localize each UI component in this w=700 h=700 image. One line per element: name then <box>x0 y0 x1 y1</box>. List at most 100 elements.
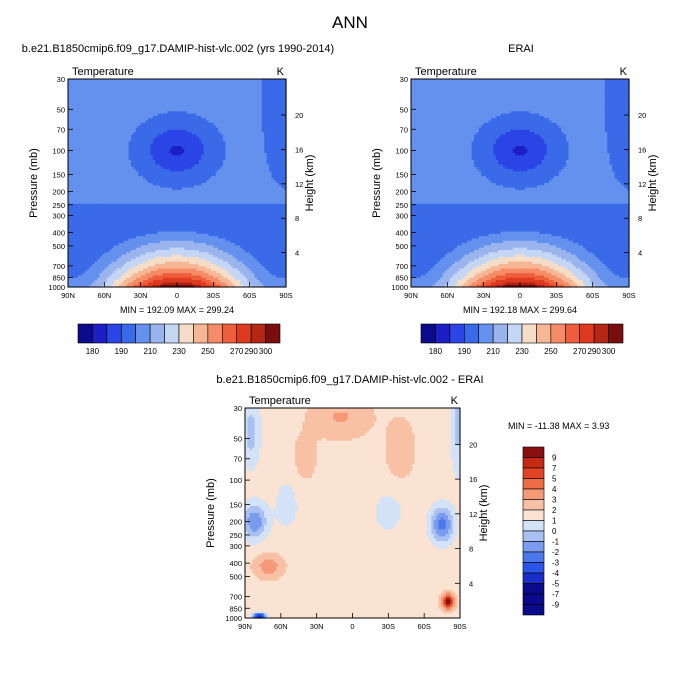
contour-cell <box>281 85 285 89</box>
contour-cell <box>276 97 280 101</box>
contour-cell <box>111 90 115 94</box>
contour-cell <box>269 97 273 101</box>
contour-cell <box>68 79 72 82</box>
contour-cell <box>99 81 103 85</box>
contour-cell <box>135 102 139 106</box>
contour-cell <box>143 95 147 99</box>
contour-cell <box>239 92 243 96</box>
contour-cell <box>109 97 113 101</box>
contour-cell <box>220 88 224 92</box>
contour-cell <box>128 79 132 82</box>
contour-cell <box>84 85 88 89</box>
contour-cell <box>186 90 190 94</box>
contour-cell <box>237 83 241 87</box>
contour-cell <box>220 95 224 99</box>
contour-cell <box>186 97 190 101</box>
contour-cell <box>210 92 214 96</box>
contour-cell <box>252 81 256 85</box>
contour-cell <box>172 83 176 87</box>
contour-cell <box>181 97 185 101</box>
contour-cell <box>104 97 108 101</box>
contour-cell <box>109 79 113 82</box>
contour-cell <box>210 95 214 99</box>
contour-cell <box>196 83 200 87</box>
contour-cell <box>97 81 101 85</box>
contour-cell <box>179 83 183 87</box>
contour-cell <box>133 90 137 94</box>
contour-cell <box>193 81 197 85</box>
contour-cell <box>247 92 251 96</box>
contour-cell <box>70 97 74 101</box>
contour-cell <box>266 83 270 87</box>
contour-cell <box>181 95 185 99</box>
contour-cell <box>271 90 275 94</box>
contour-cell <box>273 83 277 87</box>
contour-cell <box>273 79 277 82</box>
contour-cell <box>160 79 164 82</box>
contour-cell <box>261 97 265 101</box>
contour-cell <box>104 102 108 106</box>
contour-cell <box>92 88 96 92</box>
contour-cell <box>150 79 154 82</box>
contour-cell <box>75 102 79 106</box>
contour-cell <box>283 90 287 94</box>
contour-cell <box>152 95 156 99</box>
contour-cell <box>162 79 166 82</box>
contour-cell <box>101 81 105 85</box>
contour-cell <box>155 95 159 99</box>
contour-cell <box>201 90 205 94</box>
contour-cell <box>155 81 159 85</box>
contour-cell <box>157 95 161 99</box>
contour-cell <box>118 81 122 85</box>
contour-cell <box>191 97 195 101</box>
contour-cell <box>135 81 139 85</box>
contour-cell <box>84 79 88 82</box>
contour-cell <box>145 79 149 82</box>
contour-cell <box>227 95 231 99</box>
contour-cell <box>118 95 122 99</box>
contour-cell <box>227 83 231 87</box>
contour-cell <box>92 97 96 101</box>
contour-cell <box>72 99 76 103</box>
contour-cell <box>145 85 149 89</box>
contour-cell <box>114 88 118 92</box>
contour-cell <box>126 92 130 96</box>
contour-cell <box>283 97 287 101</box>
contour-cell <box>114 97 118 101</box>
contour-cell <box>164 102 168 106</box>
contour-cell <box>186 83 190 87</box>
contour-cell <box>70 85 74 89</box>
contour-cell <box>235 88 239 92</box>
contour-cell <box>193 88 197 92</box>
contour-cell <box>80 81 84 85</box>
contour-cell <box>172 95 176 99</box>
contour-cell <box>239 95 243 99</box>
contour-cell <box>106 92 110 96</box>
contour-cell <box>68 95 72 99</box>
contour-cell <box>70 90 74 94</box>
contour-cell <box>225 95 229 99</box>
contour-cell <box>196 92 200 96</box>
contour-cell <box>150 81 154 85</box>
contour-cell <box>218 88 222 92</box>
contour-cell <box>230 92 234 96</box>
contour-cell <box>174 85 178 89</box>
contour-cell <box>82 88 86 92</box>
contour-field <box>68 79 287 288</box>
contour-cell <box>109 90 113 94</box>
contour-cell <box>186 79 190 82</box>
contour-cell <box>184 81 188 85</box>
contour-cell <box>77 90 81 94</box>
contour-cell <box>269 81 273 85</box>
contour-cell <box>174 99 178 103</box>
contour-cell <box>184 92 188 96</box>
contour-cell <box>215 90 219 94</box>
contour-cell <box>160 92 164 96</box>
contour-cell <box>101 79 105 82</box>
contour-cell <box>70 83 74 87</box>
contour-cell <box>259 90 263 94</box>
contour-cell <box>215 92 219 96</box>
contour-cell <box>87 79 91 82</box>
contour-cell <box>232 99 236 103</box>
contour-cell <box>266 85 270 89</box>
